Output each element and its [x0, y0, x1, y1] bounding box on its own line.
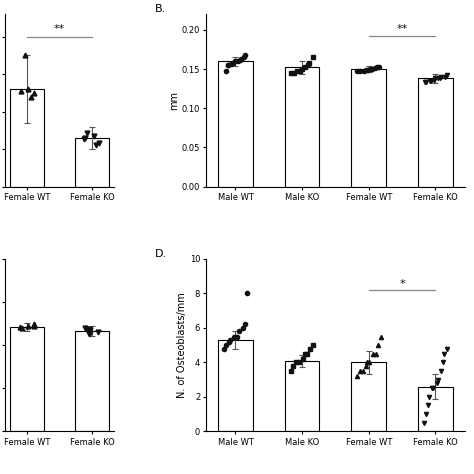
Text: *: * — [399, 279, 405, 289]
Bar — [285, 361, 319, 431]
Bar — [418, 79, 453, 187]
Bar — [75, 331, 109, 431]
Bar — [10, 327, 44, 431]
Y-axis label: mm: mm — [169, 91, 179, 110]
Bar — [10, 89, 44, 187]
Text: B.: B. — [155, 4, 166, 14]
Y-axis label: N. of Osteoblasts/mm: N. of Osteoblasts/mm — [177, 292, 187, 398]
Bar — [218, 340, 253, 431]
Text: D.: D. — [155, 249, 167, 259]
Text: **: ** — [54, 24, 65, 34]
Bar — [75, 138, 109, 187]
Bar — [418, 386, 453, 431]
Text: **: ** — [396, 24, 408, 34]
Bar — [218, 61, 253, 187]
Bar — [351, 69, 386, 187]
Bar — [285, 67, 319, 187]
Bar — [351, 363, 386, 431]
